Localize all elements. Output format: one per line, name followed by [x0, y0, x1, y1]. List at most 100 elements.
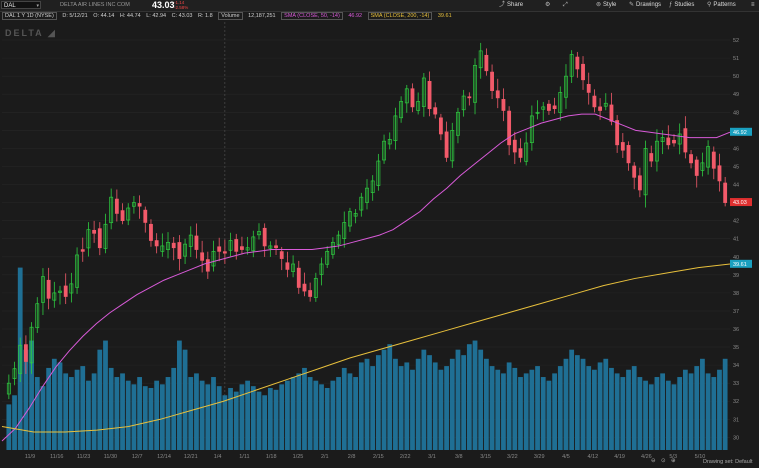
volume-bar: [103, 340, 108, 450]
studies-button[interactable]: ƒ Studies: [669, 2, 695, 8]
y-tick-label: 35: [733, 345, 739, 351]
x-tick-label: 5/3: [669, 454, 677, 460]
candle-body: [188, 234, 193, 247]
candle-body: [342, 222, 347, 239]
candle-body: [63, 285, 68, 297]
candle-body: [18, 344, 23, 374]
zoom-out-icon[interactable]: ⊖: [651, 458, 656, 464]
candle-body: [490, 71, 494, 91]
volume-bar: [296, 373, 302, 450]
drawing-set-label[interactable]: Drawing set: Default: [703, 459, 753, 465]
candle-body: [450, 130, 455, 162]
volume-bar: [12, 395, 17, 450]
volume-bar: [387, 344, 393, 450]
candle-body: [86, 229, 91, 249]
sma200-price-tag-bg: [730, 259, 752, 268]
settings-button[interactable]: ⚙: [545, 1, 552, 10]
sma200-value: 39.61: [437, 13, 452, 19]
y-tick-label: 42: [733, 219, 739, 225]
volume-bar: [148, 387, 154, 450]
timeframe-label[interactable]: DAL 1 Y 1D (NYSE): [2, 12, 57, 20]
volume-bar: [290, 377, 296, 450]
menu-icon[interactable]: ≡: [751, 2, 755, 8]
volume-bar: [114, 377, 120, 450]
top-toolbar: DAL ▾ DELTA AIR LINES INC COM 43.03 -1.14…: [0, 0, 759, 12]
volume-bar: [330, 380, 336, 450]
volume-bar: [347, 373, 353, 450]
share-button[interactable]: ⤴ Share: [499, 2, 524, 8]
candle-body: [137, 203, 142, 207]
volume-bar: [120, 373, 125, 450]
sma50-price-tag-bg: [730, 127, 752, 136]
volume-bar: [677, 377, 683, 450]
candle-body: [46, 279, 51, 299]
candle-body: [274, 245, 278, 249]
volume-bar: [626, 369, 631, 450]
y-tick-label: 41: [733, 237, 739, 243]
candle-body: [399, 101, 404, 119]
candle-body: [296, 267, 301, 288]
candle-body: [416, 101, 421, 111]
candle-body: [205, 259, 210, 272]
volume-bar: [182, 349, 188, 450]
x-tick-label: 3/8: [455, 454, 463, 460]
x-tick-label: 3/1: [428, 454, 436, 460]
candle-body: [586, 84, 591, 93]
chevron-down-icon[interactable]: ▾: [36, 3, 39, 9]
candle-body: [365, 187, 369, 203]
volume-bar: [501, 373, 506, 450]
fullscreen-button[interactable]: ⤢: [563, 1, 570, 10]
candle-body: [620, 142, 625, 151]
candle-body: [200, 252, 205, 261]
price-change: -1.14 -2.58%: [174, 0, 189, 10]
candle-body: [433, 107, 438, 115]
candle-body: [114, 198, 119, 214]
candle-body: [421, 77, 426, 107]
style-button[interactable]: ⊚ Style: [596, 2, 617, 8]
candle-body: [694, 159, 699, 176]
volume-bar: [557, 366, 563, 450]
candle-body: [598, 106, 603, 111]
candle-body: [336, 234, 341, 245]
candle-body: [69, 283, 74, 294]
volume-bar: [63, 373, 69, 450]
volume-bar: [211, 377, 216, 450]
volume-bar: [518, 377, 523, 450]
zoom-reset-icon[interactable]: ⊙: [661, 458, 666, 464]
candle-body: [35, 303, 40, 329]
volume-bar: [137, 377, 142, 450]
candle-body: [723, 182, 728, 203]
symbol-input[interactable]: DAL ▾: [1, 1, 41, 9]
x-tick-label: 3/22: [507, 454, 518, 460]
zoom-in-icon[interactable]: ⊕: [671, 458, 676, 464]
candle-body: [12, 368, 17, 379]
candle-body: [524, 142, 529, 162]
volume-bar: [688, 373, 694, 450]
candle-body: [655, 140, 659, 162]
volume-bar: [97, 349, 103, 450]
sma200-label[interactable]: SMA (CLOSE, 200, -14): [367, 12, 433, 20]
company-name: DELTA AIR LINES INC COM: [60, 2, 130, 8]
volume-label[interactable]: Volume: [218, 12, 243, 20]
last-price-tag: 43.03: [733, 200, 747, 206]
sma50-label[interactable]: SMA (CLOSE, 50, -14): [281, 12, 343, 20]
candle-body: [143, 209, 148, 223]
patterns-button[interactable]: ⚲ Patterns: [707, 2, 736, 8]
candle-body: [97, 228, 102, 249]
volume-bar: [51, 358, 57, 450]
candle-body: [700, 162, 705, 171]
volume-bar: [432, 362, 438, 450]
candle-body: [251, 236, 256, 252]
x-tick-label: 4/5: [562, 454, 570, 460]
candle-body: [569, 54, 574, 77]
volume-bar: [415, 358, 421, 450]
drawings-button[interactable]: ✎ Drawings: [629, 2, 662, 8]
candle-body: [149, 223, 153, 241]
candle-body: [325, 251, 330, 265]
volume-bar: [529, 369, 535, 450]
volume-bar: [722, 358, 728, 450]
candle-body: [649, 153, 654, 162]
volume-bar: [660, 373, 666, 450]
volume-bar: [597, 362, 603, 450]
